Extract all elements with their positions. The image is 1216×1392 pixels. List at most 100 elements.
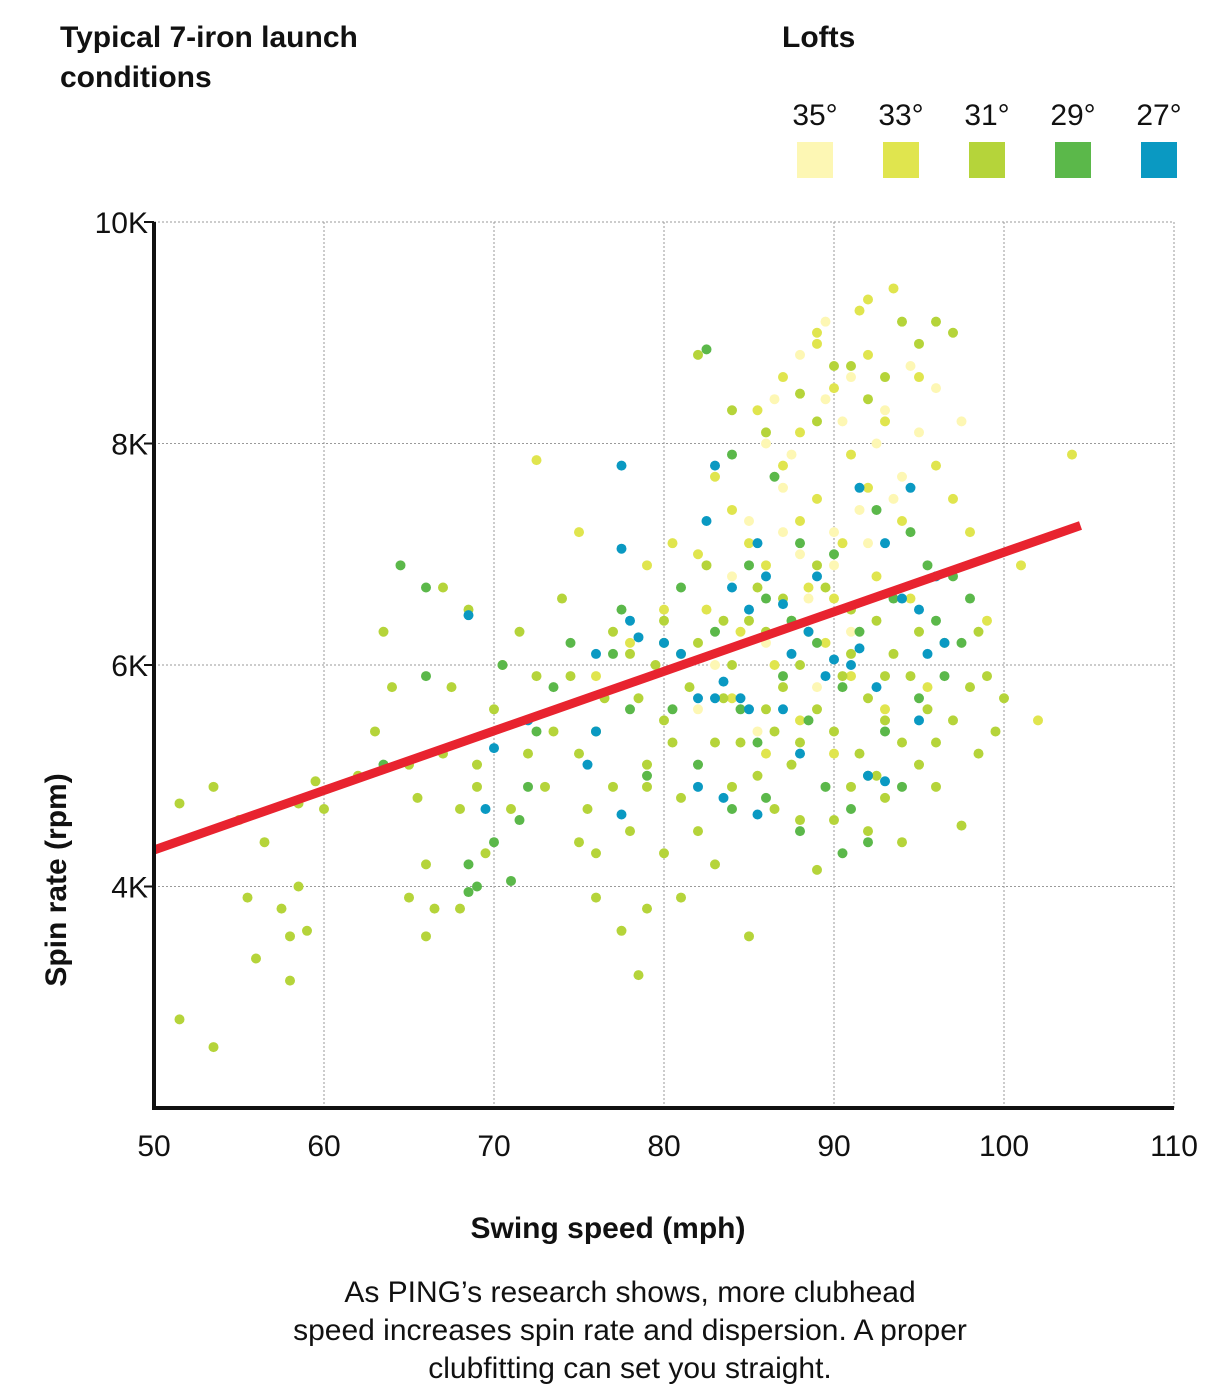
x-tick-label-80: 80 <box>647 1130 680 1163</box>
point-33deg-29 <box>752 405 763 416</box>
point-27deg-21 <box>727 582 737 593</box>
point-31deg-58 <box>659 848 669 859</box>
legend-label-33: 33° <box>878 99 924 132</box>
point-31deg-15 <box>378 626 389 637</box>
point-33deg-26 <box>931 460 941 471</box>
point-33deg-40 <box>922 682 933 693</box>
point-33deg-46 <box>761 748 771 759</box>
point-35deg-22 <box>795 549 805 560</box>
point-31deg-21 <box>421 931 431 942</box>
point-31deg-100 <box>914 759 924 770</box>
point-29deg-26 <box>727 449 737 460</box>
point-27deg-19 <box>718 676 729 687</box>
point-31deg-121 <box>846 360 856 371</box>
point-31deg-127 <box>642 781 652 792</box>
point-31deg-4 <box>242 892 253 903</box>
point-31deg-119 <box>727 405 737 416</box>
point-31deg-55 <box>650 660 661 670</box>
point-33deg-25 <box>710 471 720 482</box>
point-27deg-23 <box>744 704 754 715</box>
point-35deg-20 <box>752 726 763 737</box>
point-33deg-51 <box>795 516 805 527</box>
point-31deg-38 <box>531 671 542 682</box>
point-27deg-25 <box>752 538 763 549</box>
point-31deg-138 <box>718 615 729 626</box>
point-31deg-97 <box>897 737 907 748</box>
point-31deg-80 <box>795 660 805 670</box>
point-31deg-62 <box>684 682 695 693</box>
point-33deg-34 <box>829 748 839 759</box>
point-29deg-55 <box>863 837 873 848</box>
point-33deg-44 <box>863 349 873 360</box>
point-33deg-4 <box>744 538 754 549</box>
point-31deg-118 <box>761 427 771 438</box>
point-27deg-38 <box>880 538 890 549</box>
point-31deg-95 <box>880 715 890 726</box>
point-27deg-6 <box>591 648 601 659</box>
point-31deg-29 <box>455 903 465 914</box>
legend-swatch-27 <box>1141 142 1177 178</box>
point-31deg-141 <box>752 582 763 593</box>
point-29deg-8 <box>497 660 508 670</box>
point-31deg-35 <box>506 803 516 814</box>
point-33deg-5 <box>795 427 805 438</box>
point-27deg-35 <box>854 482 865 493</box>
point-35deg-19 <box>710 660 720 670</box>
point-29deg-31 <box>769 471 780 482</box>
x-tick-label-100: 100 <box>979 1130 1029 1163</box>
point-27deg-12 <box>659 637 669 648</box>
point-29deg-17 <box>616 604 627 615</box>
point-31deg-43 <box>574 748 584 759</box>
point-29deg-56 <box>837 848 848 859</box>
point-29deg-39 <box>837 682 848 693</box>
point-35deg-28 <box>693 704 703 715</box>
legend-item-35: 35° <box>780 98 850 178</box>
point-31deg-109 <box>990 726 1001 737</box>
point-29deg-48 <box>914 693 924 704</box>
point-29deg-34 <box>795 538 805 549</box>
point-31deg-94 <box>880 792 890 803</box>
point-33deg-11 <box>914 372 924 383</box>
scatter-chart: 50 60 70 80 90 100 110 4K 6K 8K 10K Spin rate (rpm… <box>40 207 1198 1163</box>
point-35deg-16 <box>786 449 797 460</box>
point-31deg-77 <box>769 803 780 814</box>
point-33deg-35 <box>531 455 542 466</box>
point-31deg-123 <box>880 372 890 383</box>
point-27deg-37 <box>871 682 882 693</box>
point-29deg-4 <box>463 859 474 870</box>
point-31deg-51 <box>625 826 635 837</box>
chart-title: Typical 7-iron launch conditions <box>60 18 480 98</box>
point-31deg-3 <box>208 781 219 792</box>
point-33deg-37 <box>642 560 652 571</box>
point-31deg-19 <box>412 792 423 803</box>
point-31deg-113 <box>863 394 873 405</box>
point-33deg-15 <box>803 582 814 593</box>
point-29deg-49 <box>922 560 933 571</box>
point-31deg-70 <box>727 781 737 792</box>
point-31deg-45 <box>582 803 593 814</box>
point-31deg-49 <box>608 781 618 792</box>
point-31deg-14 <box>259 837 270 848</box>
point-33deg-23 <box>769 660 780 670</box>
point-27deg-31 <box>803 626 814 637</box>
point-31deg-122 <box>812 416 822 427</box>
point-29deg-41 <box>854 626 865 637</box>
point-29deg-46 <box>897 781 907 792</box>
point-31deg-65 <box>701 560 712 571</box>
point-29deg-44 <box>880 726 890 737</box>
point-31deg-117 <box>914 338 924 349</box>
point-33deg-19 <box>591 671 601 682</box>
point-35deg-13 <box>854 504 865 515</box>
point-35deg-31 <box>778 527 788 538</box>
legend-label-29: 29° <box>1050 99 1096 132</box>
point-27deg-17 <box>710 693 720 704</box>
point-33deg-8 <box>897 516 907 527</box>
point-31deg-71 <box>735 737 746 748</box>
point-35deg-26 <box>761 438 771 449</box>
point-31deg-68 <box>718 693 729 704</box>
point-27deg-32 <box>812 571 822 582</box>
point-31deg-84 <box>812 704 822 715</box>
point-31deg-87 <box>837 671 848 682</box>
point-35deg-30 <box>905 360 916 371</box>
point-33deg-7 <box>863 482 873 493</box>
